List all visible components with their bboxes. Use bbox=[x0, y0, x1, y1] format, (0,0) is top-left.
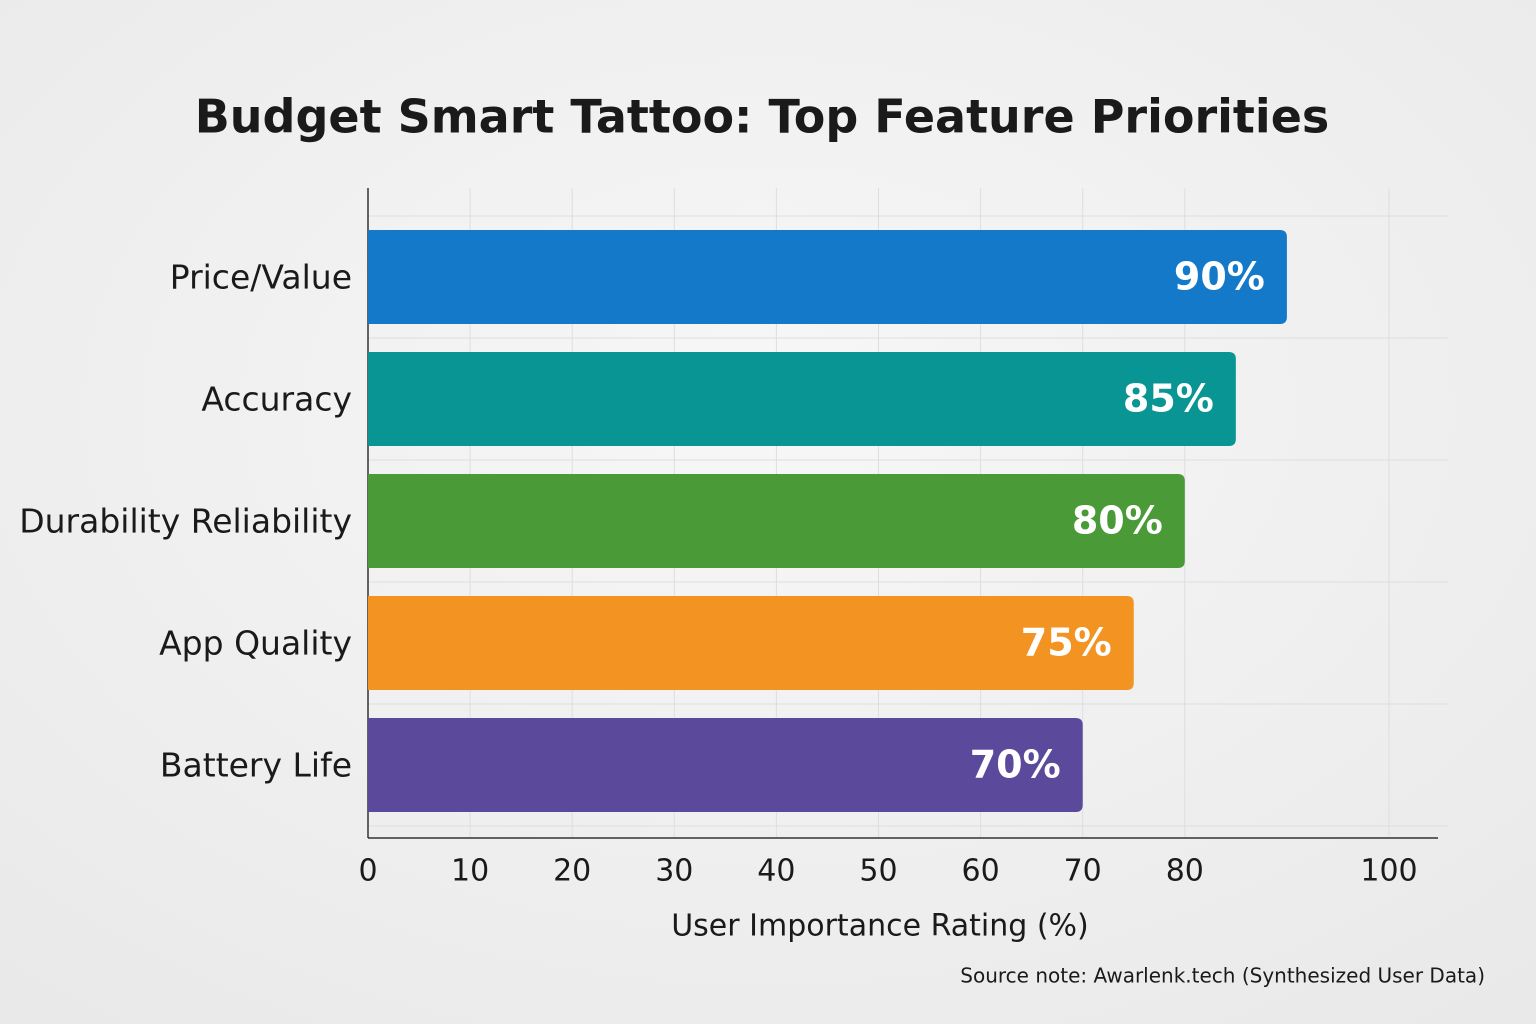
y-tick-label: Durability Reliability bbox=[19, 502, 352, 541]
x-tick-label: 50 bbox=[859, 854, 897, 889]
x-tick-label: 80 bbox=[1166, 854, 1204, 889]
bar bbox=[368, 230, 1287, 324]
x-tick-label: 100 bbox=[1360, 854, 1417, 889]
x-tick-label: 60 bbox=[962, 854, 1000, 889]
source-note: Source note: Awarlenk.tech (Synthesized … bbox=[960, 964, 1485, 988]
x-axis-label: User Importance Rating (%) bbox=[671, 909, 1089, 944]
x-tick-label: 20 bbox=[553, 854, 591, 889]
x-tick-label: 10 bbox=[451, 854, 489, 889]
chart-title: Budget Smart Tattoo: Top Feature Priorit… bbox=[195, 90, 1330, 144]
y-tick-label: Battery Life bbox=[160, 746, 352, 785]
bar bbox=[368, 596, 1134, 690]
value-label: 70% bbox=[970, 743, 1061, 787]
y-tick-label: Price/Value bbox=[170, 258, 352, 297]
x-tick-label: 40 bbox=[757, 854, 795, 889]
bar bbox=[368, 474, 1185, 568]
x-tick-label: 70 bbox=[1064, 854, 1102, 889]
y-tick-label: App Quality bbox=[159, 624, 352, 663]
value-label: 90% bbox=[1174, 255, 1265, 299]
plot-area: 0 10 20 30 40 50 60 70 80 100 Price/Value 90% Accura… bbox=[19, 188, 1448, 889]
value-label: 80% bbox=[1072, 499, 1163, 543]
value-label: 85% bbox=[1123, 377, 1214, 421]
y-tick-label: Accuracy bbox=[201, 380, 352, 419]
x-tick-label: 30 bbox=[655, 854, 693, 889]
bar bbox=[368, 352, 1236, 446]
x-tick-label: 0 bbox=[358, 854, 377, 889]
value-label: 75% bbox=[1021, 621, 1112, 665]
bar bbox=[368, 718, 1083, 812]
